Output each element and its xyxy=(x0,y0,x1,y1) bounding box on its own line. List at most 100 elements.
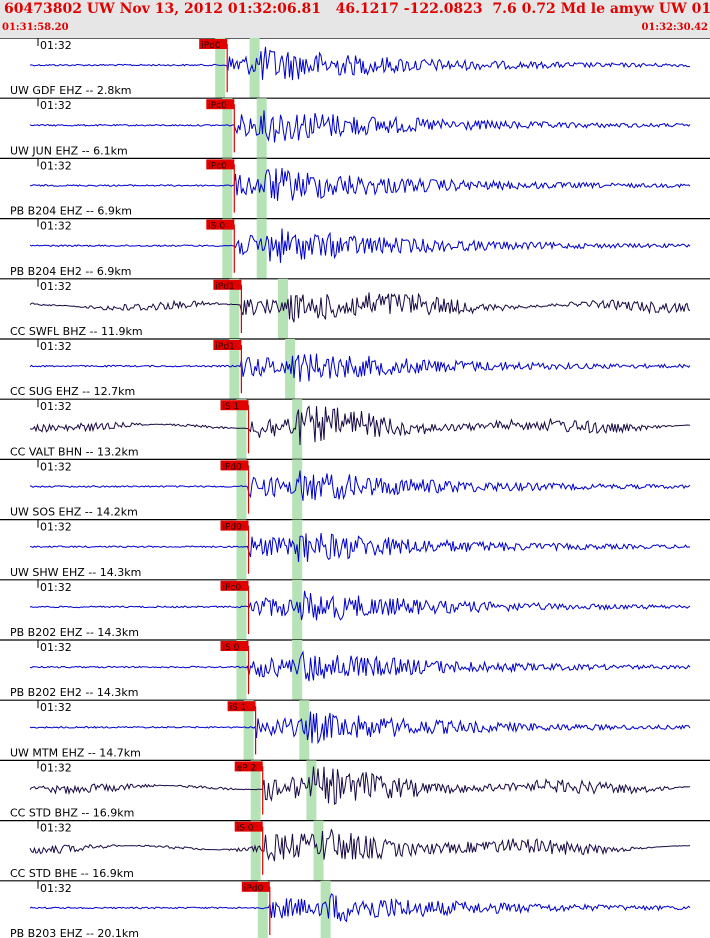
time-label: 01:32 xyxy=(40,159,72,172)
waveform-trace xyxy=(29,650,691,682)
station-label: PB B204 EH2 -- 6.9km xyxy=(10,265,131,278)
s-window-band xyxy=(256,218,267,279)
station-label: CC VALT BHN -- 13.2km xyxy=(10,445,139,458)
pick-label-bg xyxy=(213,279,242,290)
trace-row: iPc0 01:32 PB B202 EHZ -- 14.3km xyxy=(0,579,710,640)
waveform-trace xyxy=(29,470,691,501)
pick-label-bg xyxy=(220,460,249,471)
p-window-band xyxy=(257,880,268,938)
pick-label: iS 1 xyxy=(223,402,240,412)
trace-row: iS 0 01:32 PB B204 EH2 -- 6.9km xyxy=(0,218,710,279)
station-label: CC STD BHE -- 16.9km xyxy=(10,867,134,880)
waveform-trace xyxy=(29,893,691,923)
pick-label: iPd0 xyxy=(223,462,243,472)
s-window-band xyxy=(256,158,267,219)
pick-label-bg xyxy=(220,400,249,411)
pick-label-bg xyxy=(220,520,249,531)
p-window-band xyxy=(229,278,240,339)
p-window-band xyxy=(236,399,247,460)
station-label: PB B203 EHZ -- 20.1km xyxy=(10,927,139,938)
pick-label: iS 1 xyxy=(230,703,247,713)
time-label: 01:32 xyxy=(40,400,72,413)
station-label: CC STD BHZ -- 16.9km xyxy=(10,807,134,820)
pick-label: iPd1 xyxy=(215,282,234,292)
pick-label: iPc0 xyxy=(208,101,227,111)
time-label: 01:32 xyxy=(40,882,72,895)
trace-row: iS 1 01:32 CC VALT BHN -- 13.2km xyxy=(0,398,710,460)
time-label: 01:32 xyxy=(40,460,72,473)
station-label: UW JUN EHZ -- 6.1km xyxy=(10,144,128,157)
pick-label-bg xyxy=(220,580,249,591)
pick-label-bg xyxy=(206,99,235,110)
pick-label: iS 0 xyxy=(237,824,254,834)
pick-label-bg xyxy=(206,159,235,170)
pick-label-bg xyxy=(241,881,270,892)
time-label: 01:32 xyxy=(40,641,72,654)
waveform-trace xyxy=(29,766,691,805)
pick-label: iPd1 xyxy=(215,342,234,352)
waveform-trace xyxy=(29,46,690,81)
trace-row: iPd0 01:32 UW SHW EHZ -- 14.3km xyxy=(0,519,710,580)
time-label: 01:32 xyxy=(40,280,72,293)
s-window-band xyxy=(249,38,260,99)
p-window-band xyxy=(215,38,226,99)
pick-label-bg xyxy=(227,701,256,712)
waveform-trace xyxy=(29,711,691,745)
trace-row: iPd0 01:32 UW GDF EHZ -- 2.8km xyxy=(0,38,710,99)
time-label: 01:32 xyxy=(40,701,72,714)
station-label: CC SWFL BHZ -- 11.9km xyxy=(10,325,143,338)
station-label: PB B202 EH2 -- 14.3km xyxy=(10,686,138,699)
pick-label: iPd0 xyxy=(244,884,264,894)
waveform-trace xyxy=(29,110,691,143)
s-window-band xyxy=(292,579,303,640)
p-window-band xyxy=(243,700,254,761)
station-label: PB B202 EHZ -- 14.3km xyxy=(10,626,139,639)
pick-label-bg xyxy=(220,641,249,651)
trace-row: iS 0 01:32 PB B202 EH2 -- 14.3km xyxy=(0,639,710,701)
station-label: UW SHW EHZ -- 14.3km xyxy=(10,566,141,579)
event-header: 60473802 UW Nov 13, 2012 01:32:06.81 46.… xyxy=(0,0,710,38)
event-title: 60473802 UW Nov 13, 2012 01:32:06.81 46.… xyxy=(4,1,710,17)
window-start-time: 01:31:58.20 xyxy=(2,22,69,33)
trace-row: iPc0 01:32 UW JUN EHZ -- 6.1km xyxy=(0,97,710,159)
pick-label-bg xyxy=(234,761,263,772)
time-label: 01:32 xyxy=(40,340,72,353)
time-label: 01:32 xyxy=(40,99,72,112)
time-label: 01:32 xyxy=(40,521,72,534)
s-window-band xyxy=(292,640,303,701)
p-window-band xyxy=(222,218,233,279)
trace-row: iS 1 01:32 UW MTM EHZ -- 14.7km xyxy=(0,699,710,761)
s-window-band xyxy=(292,459,303,520)
time-label: 01:32 xyxy=(40,220,72,233)
pick-label: iPc0 xyxy=(208,161,227,171)
s-window-band xyxy=(313,820,324,881)
p-window-band xyxy=(229,339,240,400)
station-label: UW GDF EHZ -- 2.8km xyxy=(10,84,132,97)
pick-label: iPd0 xyxy=(201,41,221,51)
station-label: UW MTM EHZ -- 14.7km xyxy=(10,746,141,759)
p-window-band xyxy=(236,459,247,520)
p-window-band xyxy=(236,579,247,640)
waveform-trace xyxy=(29,292,691,323)
pick-label-bg xyxy=(234,821,263,832)
pick-label-bg xyxy=(199,39,228,49)
trace-row: iPd1 01:32 CC SWFL BHZ -- 11.9km xyxy=(0,278,710,339)
waveform-trace xyxy=(29,168,691,201)
waveform-trace xyxy=(29,533,691,562)
waveform-trace xyxy=(29,228,691,263)
waveform-trace xyxy=(29,829,691,862)
p-window-band xyxy=(250,760,261,821)
waveform-trace xyxy=(29,590,691,621)
window-end-time: 01:32:30.42 xyxy=(641,22,708,33)
p-window-band xyxy=(222,98,233,159)
station-label: PB B204 EHZ -- 6.9km xyxy=(10,205,132,218)
time-label: 01:32 xyxy=(40,581,72,594)
trace-row: iPd0 01:32 UW SOS EHZ -- 14.2km xyxy=(0,458,710,520)
trace-row: iPd0 01:32 PB B203 EHZ -- 20.1km xyxy=(0,880,710,938)
trace-row: iPd1 01:32 CC SUG EHZ -- 12.7km xyxy=(0,338,710,400)
s-window-band xyxy=(292,399,303,460)
pick-label-bg xyxy=(213,340,242,350)
s-window-band xyxy=(320,880,331,938)
station-label: UW SOS EHZ -- 14.2km xyxy=(10,506,138,519)
